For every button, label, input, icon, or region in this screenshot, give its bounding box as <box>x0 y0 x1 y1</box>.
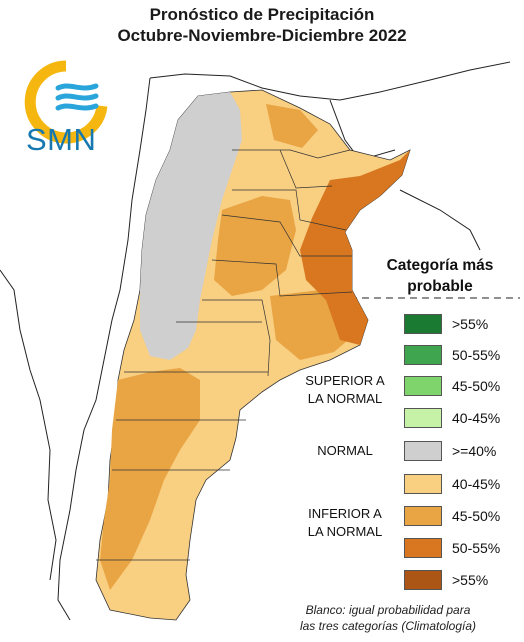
legend-title-line-1: Categoría más <box>386 257 494 274</box>
brazil-coast <box>299 61 511 101</box>
legend-group-superior-line-2: LA NORMAL <box>307 391 383 406</box>
legend-group-superior-line-1: SUPERIOR A <box>305 373 385 388</box>
legend-title-line-2: probable <box>407 278 473 295</box>
legend-title: Categoría más probable <box>360 255 520 297</box>
legend-group-superior: SUPERIOR A LA NORMAL <box>290 372 400 408</box>
legend-label: 50-55% <box>452 347 501 363</box>
region-inferior-45-50-north <box>266 104 318 148</box>
legend-group-inferior-line-2: LA NORMAL <box>307 524 383 539</box>
legend-swatch <box>404 345 442 365</box>
uruguay-border <box>399 189 481 251</box>
region-inferior-50-55 <box>300 150 410 345</box>
legend-label: 50-55% <box>452 540 501 556</box>
south-america-west-coast <box>0 269 57 581</box>
title-line-2: Octubre-Noviembre-Diciembre 2022 <box>117 26 407 45</box>
region-normal <box>140 92 242 360</box>
footnote: Blanco: igual probabilidad para las tres… <box>268 602 508 634</box>
legend-label: >55% <box>452 316 489 332</box>
smn-logo-icon <box>24 60 108 144</box>
legend-label: 40-45% <box>452 476 501 492</box>
legend-swatch <box>404 474 442 494</box>
legend-label: >=40% <box>452 443 497 459</box>
smn-logo-text: SMN <box>26 122 97 157</box>
region-inferior-45-50-patagonia <box>100 368 200 590</box>
region-inferior-45-50-centre <box>214 196 296 296</box>
legend-swatch <box>404 441 442 461</box>
bolivia-border <box>149 73 301 97</box>
paraguay-border <box>329 99 396 161</box>
legend-label: >55% <box>452 572 489 588</box>
province-borders <box>96 149 353 561</box>
legend-label: 40-45% <box>452 410 501 426</box>
legend-swatch <box>404 570 442 590</box>
chile-coastline <box>57 77 151 621</box>
legend-label: 45-50% <box>452 378 501 394</box>
title-line-1: Pronóstico de Precipitación <box>149 5 375 24</box>
footnote-line-2: las tres categorías (Climatología) <box>299 619 477 633</box>
legend-label: 45-50% <box>452 508 501 524</box>
legend-group-inferior: INFERIOR A LA NORMAL <box>290 505 400 541</box>
legend-swatch <box>404 408 442 428</box>
legend-swatch <box>404 376 442 396</box>
footnote-line-1: Blanco: igual probabilidad para <box>305 603 471 617</box>
legend-swatch <box>404 506 442 526</box>
legend-group-normal: NORMAL <box>317 443 373 458</box>
legend-swatch <box>404 538 442 558</box>
map-title: Pronóstico de Precipitación Octubre-Novi… <box>0 4 524 46</box>
legend-swatch <box>404 314 442 334</box>
legend-group-inferior-line-1: INFERIOR A <box>308 506 382 521</box>
